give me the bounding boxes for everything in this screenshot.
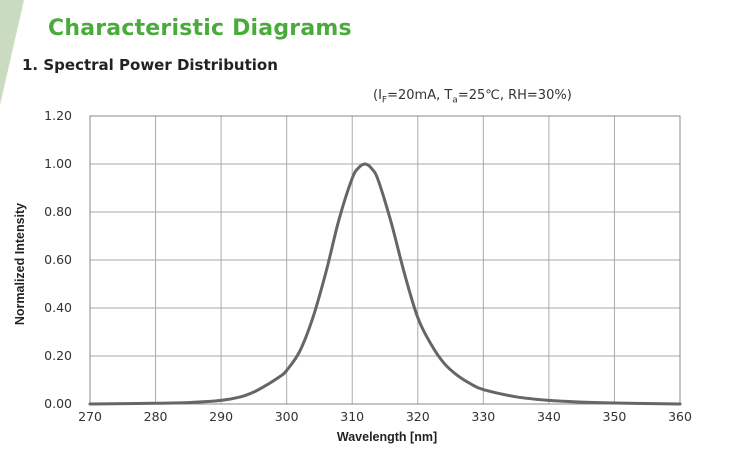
x-tick-labels: 270 280 290 300 310 320 330 340 350 360	[78, 409, 692, 424]
x-axis-title: Wavelength [nm]	[337, 430, 437, 444]
x-tick-label-5: 320	[406, 409, 430, 424]
corner-stripe-decoration	[0, 0, 24, 105]
y-tick-label-1: 0.20	[44, 348, 72, 363]
x-tick-label-6: 330	[471, 409, 495, 424]
spectral-curve	[88, 162, 682, 406]
x-tick-label-7: 340	[537, 409, 561, 424]
conditions-if-subscript: F	[381, 95, 388, 106]
y-tick-label-2: 0.40	[44, 300, 72, 315]
y-tick-labels: 0.00 0.20 0.40 0.60 0.80 1.00 1.20	[44, 108, 72, 411]
y-tick-label-6: 1.20	[44, 108, 72, 123]
section-title: Characteristic Diagrams	[48, 16, 352, 41]
x-tick-label-9: 360	[668, 409, 692, 424]
test-conditions: (IF=20mA, Ta=25℃, RH=30%)	[373, 88, 572, 106]
y-tick-label-4: 0.80	[44, 204, 72, 219]
x-tick-label-0: 270	[78, 409, 102, 424]
conditions-close: =25℃, RH=30%)	[457, 88, 572, 103]
y-tick-label-5: 1.00	[44, 156, 72, 171]
corner-stripe-shape	[0, 0, 24, 105]
x-tick-label-2: 290	[209, 409, 233, 424]
x-tick-label-3: 300	[275, 409, 299, 424]
conditions-mid: =20mA, T	[387, 88, 453, 103]
conditions-ta-subscript: a	[452, 95, 458, 106]
y-tick-label-0: 0.00	[44, 396, 72, 411]
conditions-open: (I	[373, 88, 382, 103]
plot-frame	[89, 115, 681, 405]
y-tick-label-3: 0.60	[44, 252, 72, 267]
x-tick-label-1: 280	[144, 409, 168, 424]
x-tick-label-4: 310	[340, 409, 364, 424]
grid	[89, 115, 681, 405]
y-axis-title: Normalized Intensity	[13, 203, 27, 325]
chart-title: 1. Spectral Power Distribution	[22, 56, 278, 74]
x-tick-label-8: 350	[603, 409, 627, 424]
